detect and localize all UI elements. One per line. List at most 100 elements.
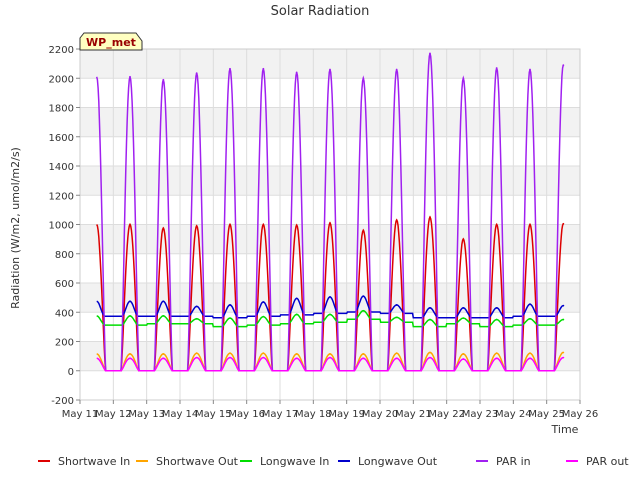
- series-peak-point: [495, 223, 498, 226]
- series-peak-point: [529, 352, 531, 355]
- series-peak-point: [295, 313, 298, 316]
- series-peak-point: [329, 68, 331, 71]
- series-peak-point: [195, 225, 198, 227]
- series-peak-point: [429, 306, 431, 309]
- series-peak-point: [495, 357, 498, 360]
- x-tick-label: May 18: [295, 409, 332, 420]
- y-tick-label: -200: [51, 396, 74, 407]
- legend-label: Shortwave Out: [156, 455, 239, 468]
- x-tick-label: May 17: [262, 409, 299, 420]
- x-tick-label: May 23: [462, 409, 499, 420]
- series-peak-point: [429, 216, 431, 219]
- x-tick-label: May 16: [228, 409, 265, 420]
- series-peak-point: [362, 309, 365, 312]
- legend-label: Longwave Out: [358, 455, 438, 468]
- plot-band: [80, 166, 580, 196]
- x-tick-label: May 15: [195, 409, 232, 420]
- series-peak-point: [562, 351, 565, 354]
- series-peak-point: [395, 68, 398, 71]
- series-peak-point: [129, 223, 131, 226]
- series-peak-point: [529, 317, 531, 320]
- x-tick-label: May 19: [328, 409, 365, 420]
- x-tick-label: May 11: [62, 409, 99, 420]
- series-peak-point: [429, 318, 431, 321]
- series-peak-point: [329, 295, 331, 298]
- plot-band: [80, 49, 580, 79]
- series-peak-point: [329, 313, 331, 316]
- series-peak-point: [262, 223, 265, 226]
- y-tick-label: 600: [55, 279, 74, 290]
- series-peak-point: [262, 67, 265, 70]
- series-peak-point: [229, 356, 231, 359]
- series-peak-point: [295, 353, 298, 355]
- series-peak-point: [562, 356, 565, 359]
- y-axis-label: Radiation (W/m2, umol/m2/s): [9, 147, 22, 309]
- plot-band: [80, 341, 580, 371]
- series-peak-point: [229, 223, 231, 226]
- series-peak-point: [195, 356, 198, 359]
- x-tick-label: May 26: [562, 409, 599, 420]
- legend-label: Longwave In: [260, 455, 329, 468]
- series-peak-point: [262, 315, 265, 318]
- x-tick-label: May 20: [362, 409, 399, 420]
- series-peak-point: [229, 304, 231, 306]
- series-peak-point: [495, 352, 498, 355]
- x-tick-label: May 24: [495, 409, 532, 420]
- series-peak-point: [495, 67, 498, 69]
- series-peak-point: [462, 77, 465, 80]
- x-tick-label: May 21: [395, 409, 432, 420]
- series-peak-point: [562, 64, 565, 66]
- series-peak-point: [129, 300, 131, 303]
- series-peak-point: [162, 353, 165, 355]
- legend-label: PAR out: [586, 455, 629, 468]
- series-peak-point: [529, 68, 531, 71]
- x-tick-label: May 13: [128, 409, 165, 420]
- y-tick-label: 1200: [49, 191, 74, 202]
- plot-band: [80, 107, 580, 137]
- series-peak-point: [195, 352, 198, 355]
- x-axis-label: Time: [551, 423, 579, 436]
- series-peak-point: [429, 52, 431, 55]
- y-tick-label: 400: [55, 308, 74, 319]
- site-label-box: WP_met: [79, 32, 143, 51]
- site-label: WP_met: [86, 36, 136, 49]
- series-peak-point: [162, 78, 165, 81]
- series-peak-point: [529, 303, 531, 306]
- series-peak-point: [262, 352, 265, 355]
- legend: Shortwave In Shortwave Out Longwave In Long…: [38, 455, 629, 468]
- y-tick-label: 2200: [49, 45, 74, 56]
- series-peak-point: [395, 357, 398, 360]
- series-peak-point: [262, 356, 265, 359]
- series-peak-point: [295, 224, 298, 227]
- series-peak-point: [195, 317, 198, 320]
- series-peak-point: [429, 356, 431, 359]
- series-peak-point: [562, 318, 565, 321]
- series-peak-point: [395, 219, 398, 222]
- series-peak-point: [529, 357, 531, 360]
- series-peak-point: [229, 317, 231, 319]
- series-peak-point: [562, 304, 565, 307]
- series-peak-point: [162, 300, 165, 303]
- series-peak-point: [195, 72, 198, 75]
- series-peak-point: [329, 353, 331, 355]
- x-tick-label: May 12: [95, 409, 132, 420]
- series-peak-point: [495, 306, 498, 309]
- series-peak-point: [129, 353, 131, 355]
- y-tick-label: 1800: [49, 104, 74, 115]
- series-peak-point: [362, 295, 365, 298]
- series-peak-point: [162, 227, 165, 230]
- plot-band: [80, 224, 580, 254]
- series-peak-point: [429, 351, 431, 354]
- y-tick-label: 0: [68, 367, 74, 378]
- series-peak-point: [295, 297, 298, 300]
- series-peak-point: [462, 317, 465, 319]
- y-tick-label: 1000: [49, 221, 74, 232]
- series-peak-point: [462, 358, 465, 360]
- series-peak-point: [262, 301, 265, 303]
- series-peak-point: [362, 229, 365, 232]
- series-peak-point: [362, 77, 365, 80]
- series-peak-point: [295, 357, 298, 360]
- series-peak-point: [395, 352, 398, 355]
- y-tick-label: 200: [55, 338, 74, 349]
- x-tick-label: May 14: [162, 409, 199, 420]
